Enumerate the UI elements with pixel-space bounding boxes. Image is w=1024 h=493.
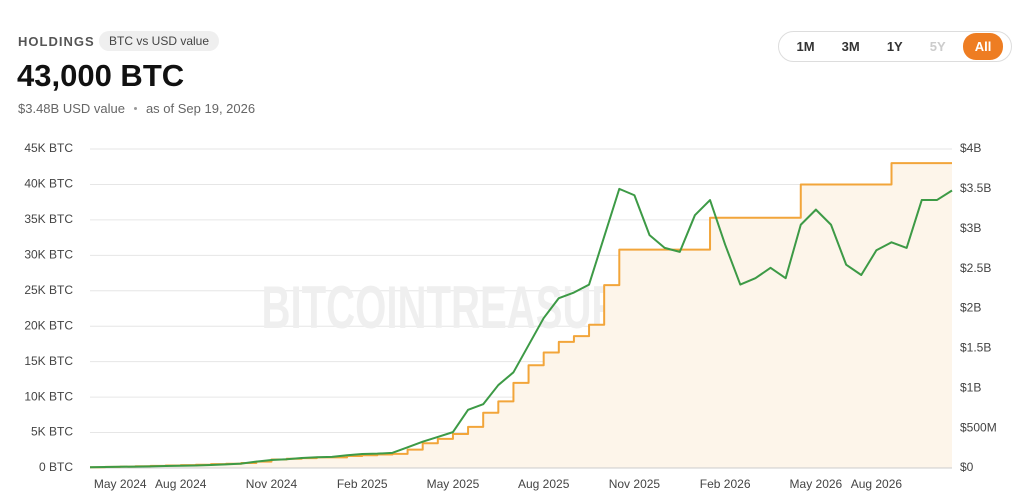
y-tick-label: 35K BTC [24, 212, 73, 226]
separator [133, 107, 137, 110]
y-tick-label: 15K BTC [24, 354, 73, 368]
y-tick-label: 10K BTC [24, 389, 73, 403]
y2-tick-label: $2B [960, 301, 981, 315]
y2-tick-label: $3.5B [960, 181, 991, 195]
x-tick-label: Nov 2024 [246, 477, 298, 491]
badge: BTC vs USD value [99, 31, 220, 51]
x-tick-label: Feb 2026 [700, 477, 751, 491]
y-tick-label: 20K BTC [24, 318, 73, 332]
x-tick-label: May 2024 [94, 477, 147, 491]
as-of-date: as of Sep 19, 2026 [145, 101, 256, 116]
usd-value: $3.48B USD value [18, 101, 125, 116]
x-tick-label: Nov 2025 [609, 477, 661, 491]
y-tick-label: 5K BTC [31, 425, 73, 439]
holding-amount: 43,000 BTC [17, 58, 185, 93]
x-tick-label: May 2025 [427, 477, 480, 491]
x-tick-label: Feb 2025 [337, 477, 388, 491]
y2-tick-label: $0 [960, 460, 974, 474]
y-tick-label: 40K BTC [24, 177, 73, 191]
y-tick-label: 25K BTC [24, 283, 73, 297]
section-title: HOLDINGS [18, 34, 95, 49]
y-tick-label: 0 BTC [39, 460, 73, 474]
y2-tick-label: $1B [960, 380, 981, 394]
x-tick-label: Aug 2025 [518, 477, 570, 491]
range-button[interactable]: 1Y [886, 39, 903, 54]
y2-tick-label: $1.5B [960, 341, 991, 355]
range-selector: 1M 3M 1Y 5Y All [778, 31, 1012, 62]
y-tick-label: 30K BTC [24, 248, 73, 262]
x-tick-label: Aug 2024 [155, 477, 207, 491]
range-button: 5Y [929, 39, 946, 54]
y2-tick-label: $3B [960, 221, 981, 235]
y-tick-label: 45K BTC [24, 141, 73, 155]
range-button[interactable]: All [962, 33, 1004, 60]
subtitle: $3.48B USD value as of Sep 19, 2026 [18, 101, 255, 116]
range-button[interactable]: 1M [796, 39, 815, 54]
line [89, 187, 953, 469]
y2-tick-label: $4B [960, 141, 981, 155]
x-tick-label: Aug 2026 [851, 477, 903, 491]
y2-tick-label: $2.5B [960, 261, 991, 275]
y2-tick-label: $500M [960, 420, 997, 434]
x-tick-label: May 2026 [790, 477, 843, 491]
range-button[interactable]: 3M [841, 39, 860, 54]
area [90, 163, 952, 468]
